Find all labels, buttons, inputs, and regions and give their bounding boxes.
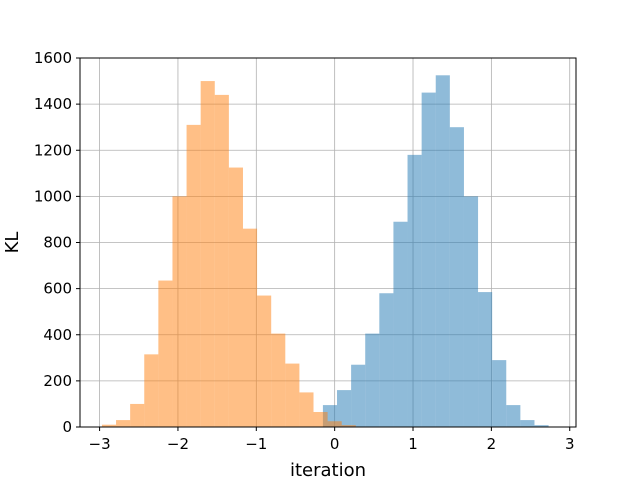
y-tick-label: 1400 (34, 95, 72, 113)
histogram-bar (144, 354, 159, 427)
x-tick-label: −2 (167, 435, 189, 453)
histogram-bar (172, 196, 187, 427)
y-tick-label: 400 (43, 326, 72, 344)
histogram-bar (365, 333, 380, 427)
y-axis-label: KL (2, 232, 23, 254)
histogram-bar (313, 412, 328, 427)
y-tick-label: 0 (62, 418, 72, 436)
x-tick-label: 2 (487, 435, 497, 453)
histogram-bar (116, 420, 131, 427)
y-tick-label: 1600 (34, 49, 72, 67)
x-axis-label: iteration (290, 460, 366, 480)
y-tick-label: 800 (43, 234, 72, 252)
y-tick-label: 1200 (34, 141, 72, 159)
histogram-series-1 (322, 75, 549, 428)
histogram-series-2 (101, 81, 356, 428)
histogram-bar (285, 363, 300, 427)
histogram-bar (351, 364, 366, 427)
y-axis-ticks: 0 200 400 600 800 1000 1200 1400 1600 (34, 49, 80, 436)
y-tick-label: 1000 (34, 187, 72, 205)
histogram-bar (299, 392, 314, 427)
histogram-bar (200, 81, 215, 427)
histogram-bar (492, 360, 507, 427)
histogram-bar (435, 75, 450, 427)
histogram-bar (242, 228, 258, 427)
histogram-bar (186, 124, 201, 427)
histogram-bar (421, 92, 436, 427)
histogram-bar (478, 292, 493, 427)
histogram-bar (130, 403, 145, 427)
histogram-bar (228, 167, 243, 427)
histogram-bar (407, 154, 422, 428)
histogram-bar (506, 405, 521, 427)
histogram-bar (463, 196, 479, 427)
histogram-bar (271, 333, 286, 427)
histogram-bar (520, 420, 535, 427)
histogram-bar (158, 280, 173, 427)
histogram-bar (101, 424, 117, 427)
histogram-bar (449, 127, 464, 427)
x-axis-ticks: −3 −2 −1 0 1 2 3 (89, 427, 575, 453)
y-tick-label: 600 (43, 280, 72, 298)
histogram-bar (337, 390, 352, 427)
x-tick-label: −1 (245, 435, 267, 453)
histogram-bar (214, 94, 229, 428)
histogram-bar (257, 295, 272, 427)
histogram-bar (393, 221, 408, 427)
y-tick-label: 200 (43, 372, 72, 390)
x-tick-label: 1 (408, 435, 418, 453)
x-tick-label: −3 (89, 435, 111, 453)
histogram-bar (341, 425, 356, 427)
histogram-bar (534, 425, 549, 427)
histogram-bars (101, 75, 549, 428)
x-tick-label: 3 (565, 435, 575, 453)
histogram-bar (327, 421, 342, 427)
histogram-bar (379, 293, 394, 427)
x-tick-label: 0 (330, 435, 340, 453)
